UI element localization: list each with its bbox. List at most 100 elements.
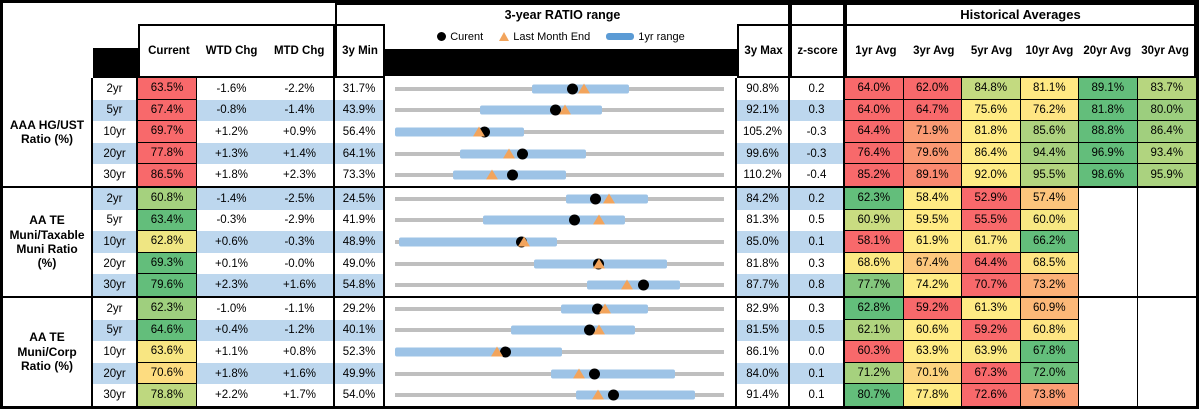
last-month-end-marker	[486, 169, 499, 180]
last-month-end-marker	[578, 83, 591, 94]
ratio-group: AA TE Muni/Corp Ratio (%) 2yr 62.3% -1.0…	[3, 296, 1196, 406]
historical-avg-cell: 94.4%	[1020, 142, 1079, 165]
3y-min-cell: 73.3%	[335, 164, 385, 186]
1yr-range-bar	[551, 369, 675, 379]
historical-avg-cell: 61.7%	[962, 231, 1021, 253]
z-score-cell: 0.1	[790, 384, 845, 406]
tenor-label: 30yr	[93, 164, 138, 186]
historical-avg-cell: 89.1%	[1079, 78, 1138, 100]
ratio-range-bullet-chart	[385, 298, 737, 320]
range-track	[395, 239, 724, 244]
wtd-change-cell: +2.3%	[197, 274, 266, 296]
historical-avg-cell: 60.6%	[903, 319, 962, 342]
table-row: 5yr 64.6% +0.4% -1.2% 40.1% 81.5% 0.5 62…	[93, 319, 1196, 342]
last-month-end-marker	[598, 303, 611, 314]
ratio-range-bullet-chart	[385, 319, 737, 342]
historical-avg-cell: 92.0%	[962, 164, 1021, 186]
3y-min-cell: 54.0%	[335, 384, 385, 406]
legend-item-1yr-range: 1yr range	[606, 31, 685, 43]
historical-avg-cell: 83.7%	[1137, 78, 1196, 100]
historical-averages-cells: 71.2% 70.1% 67.3% 72.0%	[845, 362, 1196, 385]
historical-avg-cell: 68.6%	[845, 252, 904, 275]
historical-avg-cell	[1137, 188, 1196, 210]
1yr-range-bar	[482, 215, 626, 225]
historical-averages-cells: 58.1% 61.9% 61.7% 66.2%	[845, 231, 1196, 253]
3y-max-cell: 99.6%	[737, 142, 790, 165]
chart-legend: Curent Last Month End 1yr range	[385, 24, 737, 49]
historical-avg-cell: 95.9%	[1137, 164, 1196, 186]
historical-avg-cell	[1137, 231, 1196, 253]
z-score-cell: 0.1	[790, 362, 845, 385]
mtd-change-cell: -1.2%	[266, 319, 335, 342]
range-track	[395, 196, 724, 201]
3y-min-cell: 41.9%	[335, 209, 385, 232]
current-marker	[549, 104, 561, 116]
historical-avg-cell: 98.6%	[1079, 164, 1138, 186]
current-value-cell: 63.4%	[138, 209, 197, 232]
historical-avg-cell: 95.5%	[1020, 164, 1079, 186]
table-row: 30yr 78.8% +2.2% +1.7% 54.0% 91.4% 0.1 8…	[93, 384, 1196, 406]
historical-avg-cell: 59.2%	[962, 319, 1021, 342]
historical-avg-cell: 96.9%	[1079, 142, 1138, 165]
table-row: 2yr 60.8% -1.4% -2.5% 24.5% 84.2% 0.2 62…	[93, 188, 1196, 210]
mtd-change-cell: +1.4%	[266, 142, 335, 165]
historical-avg-cell	[1137, 298, 1196, 320]
legend-item-current: Curent	[437, 31, 483, 43]
table-header: 3-year RATIO range Historical Averages C…	[3, 3, 1196, 78]
historical-averages-cells: 60.3% 63.9% 63.9% 67.8%	[845, 341, 1196, 363]
1yr-range-bar	[576, 390, 695, 400]
mtd-change-cell: -2.9%	[266, 209, 335, 232]
historical-avg-cell: 64.0%	[845, 99, 904, 122]
range-track	[395, 393, 724, 398]
historical-averages-cells: 60.9% 59.5% 55.5% 60.0%	[845, 209, 1196, 232]
historical-avg-cell: 73.8%	[1020, 384, 1079, 406]
wtd-change-cell: -0.3%	[197, 209, 266, 232]
historical-avg-cell: 67.3%	[962, 362, 1021, 385]
tenor-label: 5yr	[93, 99, 138, 122]
3y-min-cell: 49.0%	[335, 252, 385, 275]
tenor-label: 20yr	[93, 252, 138, 275]
ratio-range-bullet-chart	[385, 274, 737, 296]
current-value-cell: 78.8%	[138, 384, 197, 406]
ratio-range-bullet-chart	[385, 78, 737, 100]
historical-avg-cell: 59.2%	[903, 298, 962, 320]
historical-averages-cells: 76.4% 79.6% 86.4% 94.4% 96.9% 93.4%	[845, 142, 1196, 165]
1yr-range-bar	[398, 237, 558, 247]
historical-avg-cell	[1079, 362, 1138, 385]
historical-avg-cell: 81.1%	[1020, 78, 1079, 100]
wtd-change-cell: +0.4%	[197, 319, 266, 342]
current-marker	[507, 169, 519, 181]
wtd-change-cell: +0.1%	[197, 252, 266, 275]
tenor-label: 5yr	[93, 209, 138, 232]
historical-avg-cell	[1079, 274, 1138, 296]
historical-avg-cell	[1137, 209, 1196, 232]
group-label: AA TE Muni/Corp Ratio (%)	[3, 298, 93, 406]
legend-current-label: Curent	[450, 30, 484, 43]
current-marker	[589, 193, 601, 205]
3y-max-cell: 90.8%	[737, 78, 790, 100]
3y-max-cell: 82.9%	[737, 298, 790, 320]
col-header-10yr-avg: 10yr Avg	[1025, 45, 1074, 57]
range-track	[395, 283, 724, 288]
historical-avg-cell: 61.3%	[962, 298, 1021, 320]
current-value-cell: 63.5%	[138, 78, 197, 100]
historical-avg-cell: 72.6%	[962, 384, 1021, 406]
z-score-cell: 0.2	[790, 188, 845, 210]
historical-averages-cells: 64.4% 71.9% 81.8% 85.6% 88.8% 86.4%	[845, 121, 1196, 143]
current-value-cell: 86.5%	[138, 164, 197, 186]
historical-avg-cell: 61.9%	[903, 231, 962, 253]
3y-min-cell: 56.4%	[335, 121, 385, 143]
group-label: AA TE Muni/Taxable Muni Ratio (%)	[3, 188, 93, 296]
ratio-range-bullet-chart	[385, 341, 737, 363]
wtd-change-cell: -1.0%	[197, 298, 266, 320]
table-row: 10yr 69.7% +1.2% +0.9% 56.4% 105.2% -0.3…	[93, 121, 1196, 143]
3y-max-cell: 110.2%	[737, 164, 790, 186]
ratio-range-bullet-chart	[385, 99, 737, 122]
historical-averages-cells: 80.7% 77.8% 72.6% 73.8%	[845, 384, 1196, 406]
mtd-change-cell: -1.4%	[266, 99, 335, 122]
tenor-label: 5yr	[93, 319, 138, 342]
col-header-30yr-avg: 30yr Avg	[1141, 45, 1189, 57]
last-month-end-marker	[592, 214, 605, 225]
range-bar-icon	[606, 33, 635, 40]
legend-item-last-month: Last Month End	[499, 31, 590, 43]
